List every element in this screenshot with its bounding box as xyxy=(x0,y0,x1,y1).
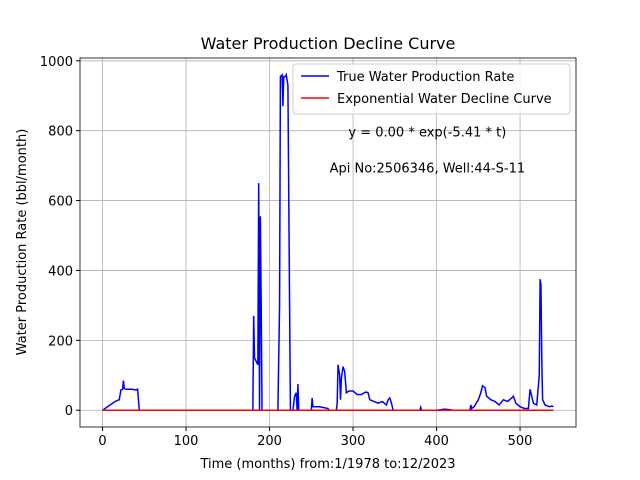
y-tick-label: 600 xyxy=(48,195,73,210)
y-tick-label: 0 xyxy=(65,404,73,419)
legend-label: True Water Production Rate xyxy=(336,70,514,85)
y-tick-label: 200 xyxy=(48,334,73,349)
chart-title: Water Production Decline Curve xyxy=(201,34,456,53)
x-tick-label: 200 xyxy=(257,434,282,449)
y-tick-label: 400 xyxy=(48,264,73,279)
x-tick-label: 100 xyxy=(174,434,199,449)
x-tick-label: 500 xyxy=(508,434,533,449)
y-tick-label: 1000 xyxy=(40,55,73,70)
x-tick-label: 0 xyxy=(98,434,106,449)
x-tick-label: 400 xyxy=(424,434,449,449)
legend-box xyxy=(292,63,571,115)
x-axis-label: Time (months) from:1/1978 to:12/2023 xyxy=(199,457,455,472)
annotation: Api No:2506346, Well:44-S-11 xyxy=(330,162,526,177)
legend-label: Exponential Water Decline Curve xyxy=(337,92,552,107)
y-axis-label: Water Production Rate (bbl/month) xyxy=(15,129,30,356)
x-tick-label: 300 xyxy=(341,434,366,449)
y-tick-label: 800 xyxy=(48,125,73,140)
data-line xyxy=(102,72,554,411)
plot-frame xyxy=(79,57,577,428)
annotation: y = 0.00 * exp(-5.41 * t) xyxy=(348,126,506,141)
